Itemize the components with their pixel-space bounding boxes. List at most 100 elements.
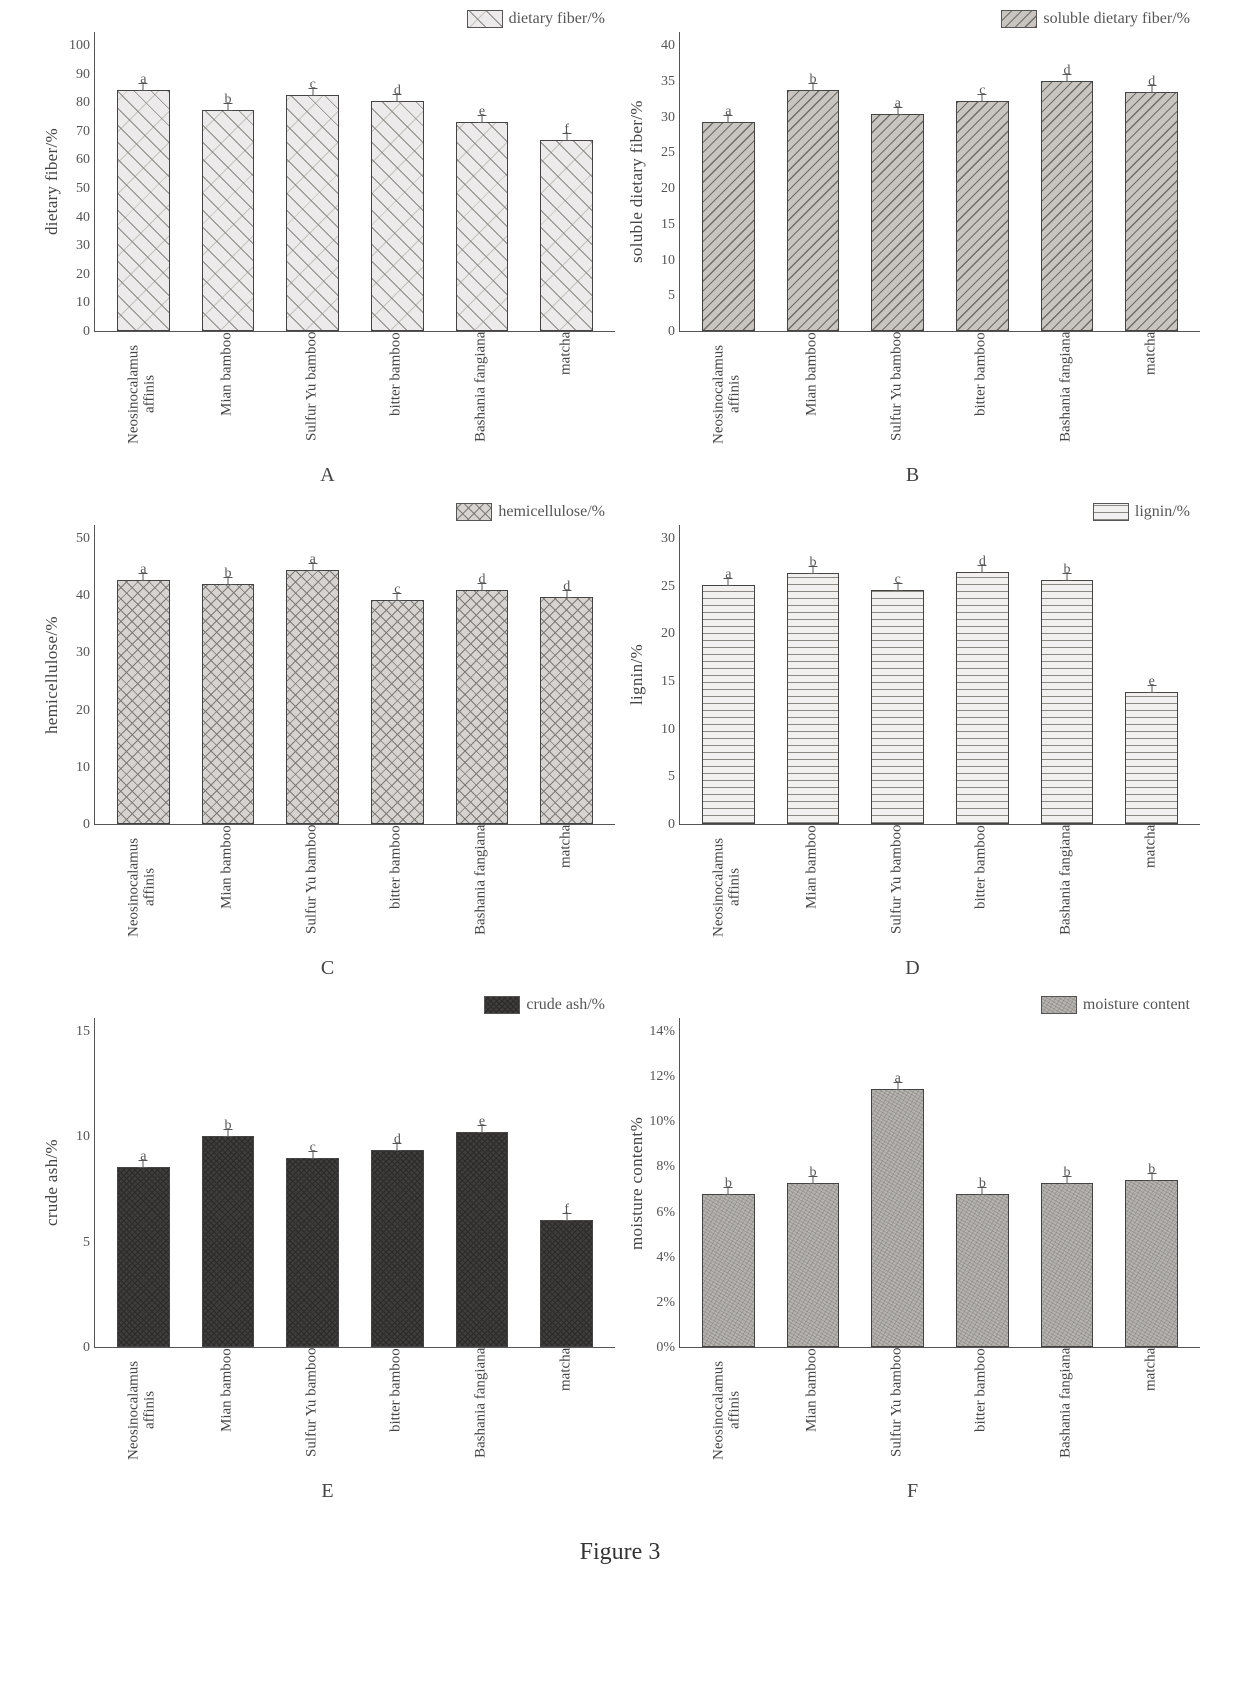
bar [540, 1220, 592, 1347]
x-tick: Mian bamboo [770, 1348, 855, 1478]
y-axis-label-D: lignin/% [625, 525, 649, 825]
y-tick: 0 [649, 818, 675, 832]
y-tick: 35 [649, 75, 675, 89]
y-tick: 15 [649, 218, 675, 232]
bar-column: c [940, 32, 1025, 331]
error-bar [228, 103, 229, 111]
bar [286, 95, 338, 331]
bar-column: b [771, 525, 856, 824]
y-tick: 50 [64, 182, 90, 196]
y-tick: 25 [649, 146, 675, 160]
y-tick: 90 [64, 68, 90, 82]
y-axis-ticks-D: 051015202530 [649, 525, 679, 825]
y-tick: 20 [649, 627, 675, 641]
y-tick: 10 [649, 723, 675, 737]
y-tick: 6% [649, 1206, 675, 1220]
bar-column: d [355, 32, 440, 331]
legend-label-D: lignin/% [1135, 503, 1190, 521]
y-tick: 0 [649, 325, 675, 339]
bar-column: a [855, 32, 940, 331]
bar-column: d [1109, 32, 1194, 331]
bar-column: d [440, 525, 525, 824]
y-tick: 40 [64, 211, 90, 225]
bar [202, 584, 254, 824]
x-tick: matcha [1109, 1348, 1194, 1478]
x-tick: Mian bamboo [770, 825, 855, 955]
bar [1125, 92, 1177, 331]
y-tick: 2% [649, 1296, 675, 1310]
error-bar [143, 573, 144, 581]
error-bar [982, 94, 983, 102]
bar [286, 1158, 338, 1347]
panel-E: crude ash/%crude ash/%051015abcdefNeosin… [40, 996, 615, 1511]
x-tick: Mian bamboo [185, 1348, 270, 1478]
bar-column: c [855, 525, 940, 824]
x-tick: bitter bamboo [354, 332, 439, 462]
bar [1125, 1180, 1177, 1347]
error-bar [312, 88, 313, 96]
x-tick: matcha [524, 1348, 609, 1478]
bar-column: b [186, 525, 271, 824]
bar-column: b [771, 32, 856, 331]
y-tick: 60 [64, 153, 90, 167]
y-axis-label-C: hemicellulose/% [40, 525, 64, 825]
y-tick: 70 [64, 125, 90, 139]
y-axis-label-E: crude ash/% [40, 1018, 64, 1348]
error-bar [143, 1160, 144, 1168]
y-tick: 5 [64, 1236, 90, 1250]
legend-B: soluble dietary fiber/% [1001, 10, 1190, 28]
x-tick: Neosinocalamus affinis [100, 332, 185, 462]
bar-column: b [1109, 1018, 1194, 1347]
x-tick: bitter bamboo [354, 1348, 439, 1478]
x-axis-ticks-F: Neosinocalamus affinisMian bambooSulfur … [625, 1348, 1200, 1478]
x-tick: Sulfur Yu bamboo [855, 332, 940, 462]
bar-column: b [771, 1018, 856, 1347]
error-bar [1151, 685, 1152, 693]
bar-column: c [270, 1018, 355, 1347]
panel-D: lignin/%lignin/%051015202530abcdbeNeosin… [625, 503, 1200, 988]
bar [1125, 692, 1177, 824]
panel-letter-C: C [40, 957, 615, 980]
bar [456, 590, 508, 824]
bar-column: a [101, 1018, 186, 1347]
x-tick: Sulfur Yu bamboo [855, 1348, 940, 1478]
bar [456, 122, 508, 331]
x-axis-ticks-A: Neosinocalamus affinisMian bambooSulfur … [40, 332, 615, 462]
plot-A: abcdef [94, 32, 615, 332]
x-tick: bitter bamboo [354, 825, 439, 955]
error-bar [728, 578, 729, 586]
bar-column: a [270, 525, 355, 824]
error-bar [143, 83, 144, 91]
error-bar [1067, 1176, 1068, 1184]
error-bar [813, 83, 814, 91]
x-tick: Neosinocalamus affinis [685, 1348, 770, 1478]
bar [456, 1132, 508, 1347]
bar-column: a [855, 1018, 940, 1347]
bar-column: b [186, 32, 271, 331]
y-tick: 10 [649, 254, 675, 268]
y-tick: 0 [64, 325, 90, 339]
legend-label-C: hemicellulose/% [498, 503, 605, 521]
error-bar [397, 1143, 398, 1151]
y-tick: 80 [64, 96, 90, 110]
y-tick: 40 [64, 589, 90, 603]
bar [871, 1089, 923, 1348]
bar-column: b [1025, 525, 1110, 824]
bar-column: e [1109, 525, 1194, 824]
x-tick: Mian bamboo [185, 332, 270, 462]
legend-label-B: soluble dietary fiber/% [1043, 10, 1190, 28]
error-bar [397, 94, 398, 102]
legend-label-A: dietary fiber/% [509, 10, 605, 28]
x-tick: Bashania fangiana [1024, 825, 1109, 955]
error-bar [566, 133, 567, 141]
panel-letter-F: F [625, 1480, 1200, 1503]
bar [956, 572, 1008, 824]
bar-column: a [101, 32, 186, 331]
y-axis-ticks-F: 0%2%4%6%8%10%12%14% [649, 1018, 679, 1348]
y-tick: 10 [64, 761, 90, 775]
y-axis-ticks-C: 01020304050 [64, 525, 94, 825]
bar [202, 1136, 254, 1347]
y-tick: 15 [649, 675, 675, 689]
plot-B: abacdd [679, 32, 1200, 332]
x-tick: Bashania fangiana [439, 332, 524, 462]
